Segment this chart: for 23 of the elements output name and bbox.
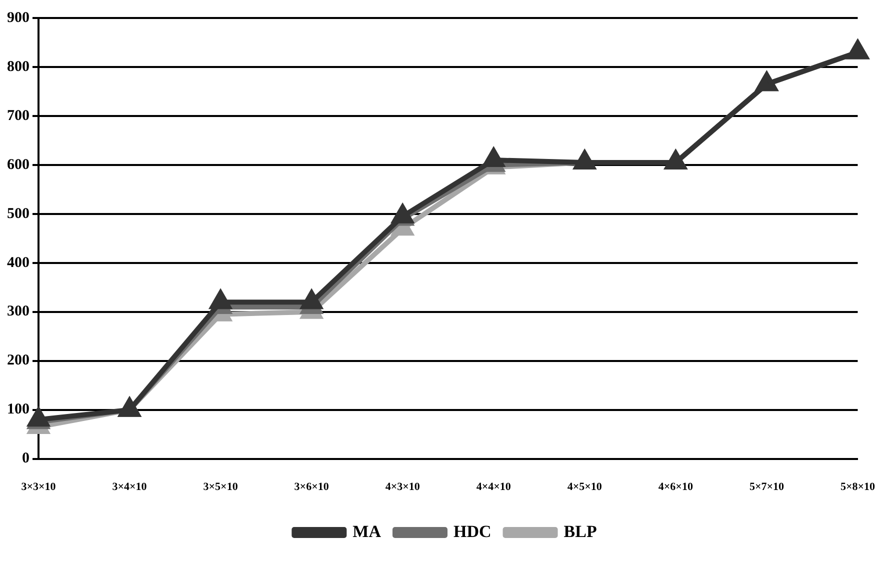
x-tick-label: 5×8×10 [840, 481, 876, 494]
x-tick-label: 5×7×10 [749, 481, 784, 494]
x-tick-label: 3×4×10 [112, 481, 148, 494]
y-tick-label: 900 [7, 10, 30, 26]
legend-label: BLP [564, 522, 597, 541]
y-tick-label: 300 [7, 304, 30, 320]
y-tick-label: 100 [7, 402, 30, 418]
y-tick-label: 700 [7, 108, 30, 124]
x-tick-label: 3×3×10 [21, 481, 56, 494]
y-tick-label: 800 [7, 58, 30, 75]
legend-label: MA [352, 522, 382, 541]
y-tick-label: 500 [7, 206, 30, 222]
y-tick-label: 0 [22, 450, 30, 467]
x-tick-label: 4×5×10 [567, 481, 602, 494]
x-tick-label: 4×4×10 [476, 481, 512, 494]
y-tick-label: 200 [7, 352, 30, 369]
y-tick-label: 600 [7, 156, 30, 173]
y-tick-label: 400 [7, 254, 30, 271]
x-tick-label: 4×3×10 [385, 481, 420, 494]
legend-label: HDC [453, 522, 492, 541]
x-tick-label: 4×6×10 [658, 481, 694, 494]
x-tick-label: 3×6×10 [294, 481, 330, 494]
x-tick-label: 3×5×10 [203, 481, 238, 494]
